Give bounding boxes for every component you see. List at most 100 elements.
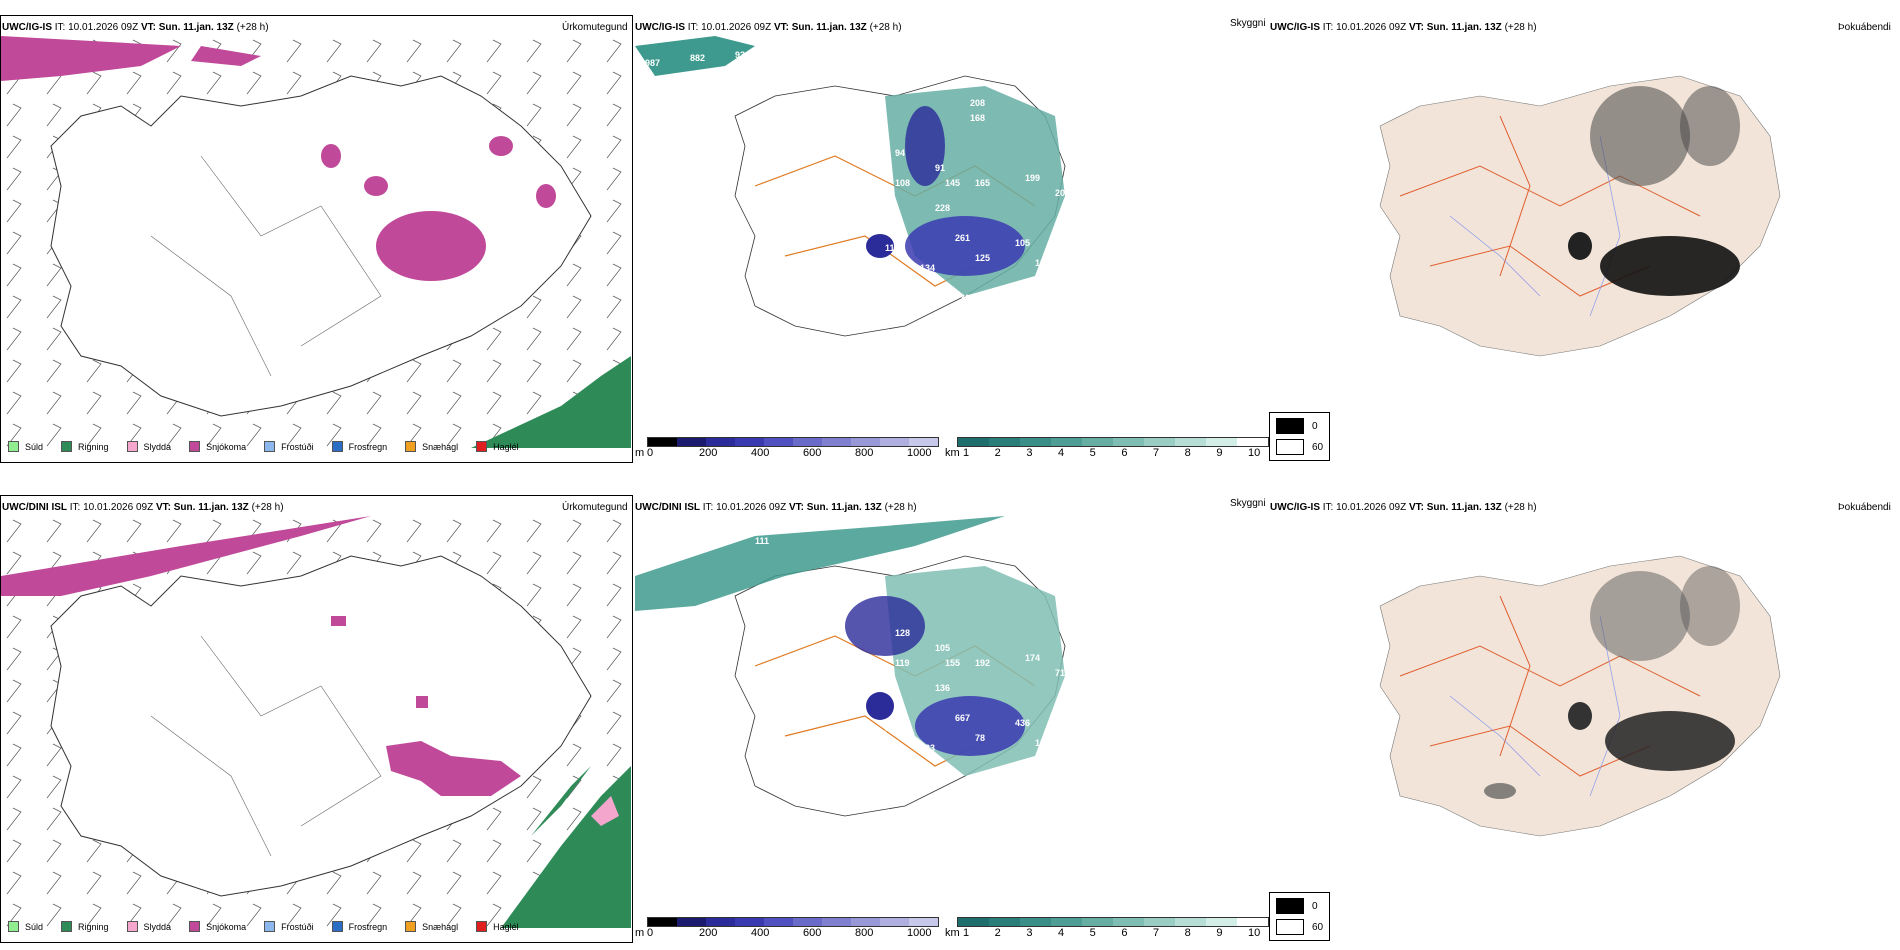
ceiling-value-label: 91 xyxy=(935,163,945,173)
ceiling-value-label: 202 xyxy=(1055,188,1070,198)
ceiling-value-label: 199 xyxy=(1025,173,1040,183)
init-time: IT: 10.01.2026 09Z xyxy=(1322,502,1407,513)
snow-area-southeast xyxy=(376,211,486,281)
ceiling-value-label: 192 xyxy=(975,658,990,668)
legend-swatch xyxy=(126,921,138,932)
colorbar-segment xyxy=(880,438,909,446)
ceiling-value-label: 174 xyxy=(1025,653,1040,663)
ceiling-value-label: 492 xyxy=(755,56,770,66)
fog-header: UWC/IG-IS IT: 10.01.2026 09Z VT: Sun. 11… xyxy=(1270,502,1537,514)
ceiling-value-label: 165 xyxy=(975,178,990,188)
fog-map xyxy=(1379,555,1781,837)
ceiling-value-label: 492 xyxy=(690,533,705,543)
cloud-map: 202 492 85 111 128 119 105 155 192 174 715 136 667 13… xyxy=(635,516,1070,817)
legend-label: Snjókoma xyxy=(206,441,247,452)
colorbar-tick: 1 xyxy=(963,927,970,939)
iceland-coastline xyxy=(50,75,592,417)
legend-item-frostúði: Frostúði xyxy=(264,441,314,452)
colorbar-tick: 5 xyxy=(1089,927,1096,939)
low-ceiling-area xyxy=(905,216,1025,276)
legend-label: Frostúði xyxy=(281,441,314,452)
fog-header: UWC/IG-IS IT: 10.01.2026 09Z VT: Sun. 11… xyxy=(1270,22,1537,34)
colorbar-tick: 1000 xyxy=(907,447,932,459)
ceiling-value-label: 78 xyxy=(975,733,985,743)
fog-legend: 0 60 xyxy=(1269,412,1331,461)
legend-swatch xyxy=(8,921,19,932)
fog-legend-label: 60 xyxy=(1312,921,1324,933)
colorbar-unit: m xyxy=(635,447,645,459)
ceiling-value-label: 102 xyxy=(1035,258,1050,268)
colorbar-segment xyxy=(1051,918,1082,926)
legend-label: Súld xyxy=(25,441,44,452)
colorbar-segment xyxy=(1113,438,1144,446)
ceiling-value-label: 123 xyxy=(920,743,935,753)
fog-legend-label: 0 xyxy=(1312,900,1318,912)
colorbar-segment xyxy=(1175,438,1206,446)
ceiling-value-label: 136 xyxy=(935,683,950,693)
colorbar-segment xyxy=(1082,438,1113,446)
colorbar-tick: 200 xyxy=(699,927,718,939)
colorbar-segment xyxy=(1206,438,1237,446)
colorbar-tick: 400 xyxy=(751,447,770,459)
visibility-label: Skyggni xyxy=(1230,498,1266,509)
colorbar-segment xyxy=(677,438,706,446)
ceiling-value-label: 85 xyxy=(735,530,745,540)
ceiling-colorbar xyxy=(647,437,939,447)
model-name: UWC/IG-IS xyxy=(1270,22,1320,33)
model-name: UWC/IG-IS xyxy=(635,22,685,33)
colorbar-segment xyxy=(822,438,851,446)
fog-legend-swatch xyxy=(1276,439,1304,455)
precip-type-label: Úrkomutegund xyxy=(562,502,628,513)
fog-legend: 0 60 xyxy=(1269,892,1331,941)
vt-value: Sun. 11.jan. 13Z xyxy=(791,22,867,33)
ceiling-value-label: 145 xyxy=(945,178,960,188)
vt-value: Sun. 11.jan. 13Z xyxy=(806,502,882,513)
legend-swatch xyxy=(331,921,343,932)
ceiling-value-label: 125 xyxy=(975,253,990,263)
legend-item-frostregn: Frostregn xyxy=(331,441,387,452)
colorbar-unit: km xyxy=(945,927,960,939)
visibility-ticks: km 1 2 3 4 5 6 7 8 9 10 xyxy=(945,447,1275,461)
colorbar-tick: 1000 xyxy=(907,927,932,939)
colorbar-segment xyxy=(1206,918,1237,926)
colorbar-segment xyxy=(989,438,1020,446)
row-2: UWC/DINI ISL IT: 10.01.2026 09Z VT: Sun.… xyxy=(0,480,1900,950)
legend-swatch xyxy=(264,921,276,932)
ceiling-value-label: 134 xyxy=(920,263,935,273)
colorbar-segment xyxy=(1175,918,1206,926)
ceiling-value-label: 168 xyxy=(970,113,985,123)
colorbar-tick: 6 xyxy=(1121,447,1128,459)
ceiling-value-label: 715 xyxy=(1055,668,1070,678)
colorbar-tick: 1 xyxy=(963,447,970,459)
legend-swatch xyxy=(61,921,73,932)
colorbar-segment xyxy=(1237,438,1268,446)
colorbar-segment xyxy=(735,918,764,926)
lead-time: (+28 h) xyxy=(236,22,269,33)
colorbar-tick: 400 xyxy=(751,927,770,939)
init-time: IT: 10.01.2026 09Z xyxy=(1322,22,1407,33)
lead-time: (+28 h) xyxy=(251,502,284,513)
vt-label: VT: xyxy=(140,22,156,33)
legend-swatch xyxy=(331,441,343,452)
legend-label: Frostregn xyxy=(348,921,388,932)
colorbar-tick: 600 xyxy=(803,447,822,459)
fog-legend-label: 60 xyxy=(1312,441,1324,453)
legend-swatch xyxy=(405,441,417,452)
fog-legend-swatch xyxy=(1276,919,1304,935)
legend-item-rigning: Rigning xyxy=(61,921,109,932)
colorbar-unit: km xyxy=(945,447,960,459)
vt-label: VT: xyxy=(773,22,789,33)
legend-item-snæhagl: Snæhagl xyxy=(405,921,458,932)
legend-swatch xyxy=(405,921,417,932)
fog-legend-row: 0 xyxy=(1276,418,1323,434)
legend-swatch xyxy=(189,441,201,452)
legend-item-snæhagl: Snæhagl xyxy=(405,441,458,452)
ceiling-value-label: 261 xyxy=(955,233,970,243)
init-time: IT: 10.01.2026 09Z xyxy=(54,22,139,33)
legend-swatch xyxy=(8,441,19,452)
precip-header: UWC/DINI ISL IT: 10.01.2026 09Z VT: Sun.… xyxy=(2,502,284,514)
fog-legend-row: 60 xyxy=(1276,439,1323,455)
colorbar-segment xyxy=(706,438,735,446)
colorbar-tick: 5 xyxy=(1089,447,1096,459)
